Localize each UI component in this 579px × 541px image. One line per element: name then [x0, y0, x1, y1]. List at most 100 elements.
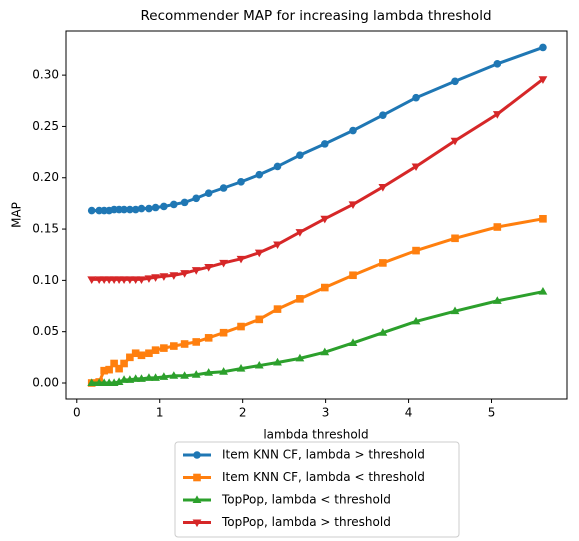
- data-point: [349, 271, 357, 280]
- data-point: [451, 234, 459, 243]
- data-point: [151, 203, 160, 212]
- data-point: [87, 378, 97, 386]
- data-point: [237, 322, 245, 331]
- data-point: [191, 267, 201, 275]
- data-point: [538, 76, 548, 84]
- data-point: [349, 126, 357, 135]
- data-point: [296, 151, 304, 159]
- data-point: [159, 372, 169, 380]
- legend-label: Item KNN CF, lambda > threshold: [222, 448, 425, 462]
- data-point: [100, 366, 108, 375]
- data-point: [219, 328, 228, 337]
- series-line: [91, 290, 544, 385]
- x-tick-label: 5: [488, 406, 496, 420]
- data-point: [539, 43, 547, 52]
- data-point: [87, 276, 97, 284]
- data-point: [219, 259, 228, 268]
- data-point: [204, 368, 214, 376]
- x-axis-label: lambda threshold: [263, 428, 368, 442]
- data-point: [254, 249, 264, 258]
- data-point: [160, 202, 168, 211]
- data-point: [114, 377, 124, 385]
- legend-label: TopPop, lambda > threshold: [221, 515, 391, 529]
- data-point: [137, 204, 146, 213]
- data-point: [219, 367, 228, 375]
- legend-marker: [193, 473, 201, 482]
- data-point: [320, 283, 329, 292]
- data-point: [492, 111, 502, 119]
- data-point: [236, 364, 246, 372]
- data-point: [169, 371, 179, 379]
- data-point: [126, 353, 134, 362]
- y-tick-label: 0.05: [32, 324, 59, 338]
- legend-marker: [192, 519, 202, 528]
- data-point: [412, 246, 420, 255]
- data-point: [180, 270, 190, 278]
- data-point: [144, 275, 154, 283]
- series-line: [91, 217, 544, 385]
- data-point: [180, 198, 189, 207]
- data-point: [145, 204, 153, 213]
- data-point: [170, 342, 178, 350]
- data-point: [191, 370, 201, 378]
- data-point: [493, 223, 502, 231]
- data-point: [273, 357, 282, 366]
- data-point: [110, 359, 118, 368]
- data-point: [151, 346, 160, 354]
- data-point: [348, 338, 358, 346]
- data-point: [236, 255, 246, 264]
- data-point: [450, 306, 460, 315]
- data-point: [126, 205, 134, 214]
- data-point: [379, 259, 387, 267]
- data-point: [131, 374, 141, 382]
- data-point: [160, 344, 168, 352]
- data-point: [159, 273, 169, 281]
- data-point: [539, 214, 547, 223]
- chart-title: Recommender MAP for increasing lambda th…: [140, 8, 491, 24]
- data-point: [204, 264, 214, 272]
- y-tick-label: 0.10: [32, 273, 59, 287]
- data-point: [180, 371, 190, 379]
- data-point: [120, 359, 128, 368]
- x-tick-label: 4: [405, 406, 413, 420]
- data-point: [119, 375, 129, 383]
- y-tick-label: 0.25: [32, 119, 59, 133]
- data-point: [255, 315, 264, 324]
- data-point: [254, 360, 264, 369]
- data-point: [151, 373, 160, 381]
- data-point: [320, 215, 330, 224]
- data-point: [273, 241, 282, 250]
- data-point: [538, 287, 548, 295]
- data-point: [348, 201, 358, 210]
- legend-label: Item KNN CF, lambda < threshold: [222, 470, 425, 484]
- data-point: [378, 183, 388, 192]
- data-point: [131, 349, 140, 358]
- data-point: [320, 347, 330, 356]
- y-tick-label: 0.15: [32, 222, 59, 236]
- x-tick-label: 0: [73, 406, 81, 420]
- data-point: [255, 170, 264, 179]
- data-point: [131, 205, 140, 214]
- data-point: [87, 206, 96, 215]
- data-point: [450, 137, 460, 146]
- data-point: [170, 200, 178, 209]
- legend-marker: [193, 451, 201, 459]
- y-axis-label: MAP: [10, 202, 24, 228]
- data-point: [296, 295, 304, 303]
- data-point: [378, 328, 388, 336]
- data-point: [151, 274, 160, 282]
- data-point: [492, 296, 502, 304]
- data-point: [411, 316, 421, 325]
- data-point: [137, 351, 146, 360]
- data-point: [451, 77, 459, 86]
- data-point: [379, 111, 387, 119]
- data-point: [273, 162, 282, 171]
- y-tick-label: 0.00: [32, 375, 59, 389]
- data-point: [180, 340, 189, 348]
- data-point: [295, 229, 305, 237]
- data-point: [131, 276, 141, 284]
- data-point: [204, 334, 213, 342]
- data-point: [169, 272, 179, 280]
- data-point: [192, 194, 201, 203]
